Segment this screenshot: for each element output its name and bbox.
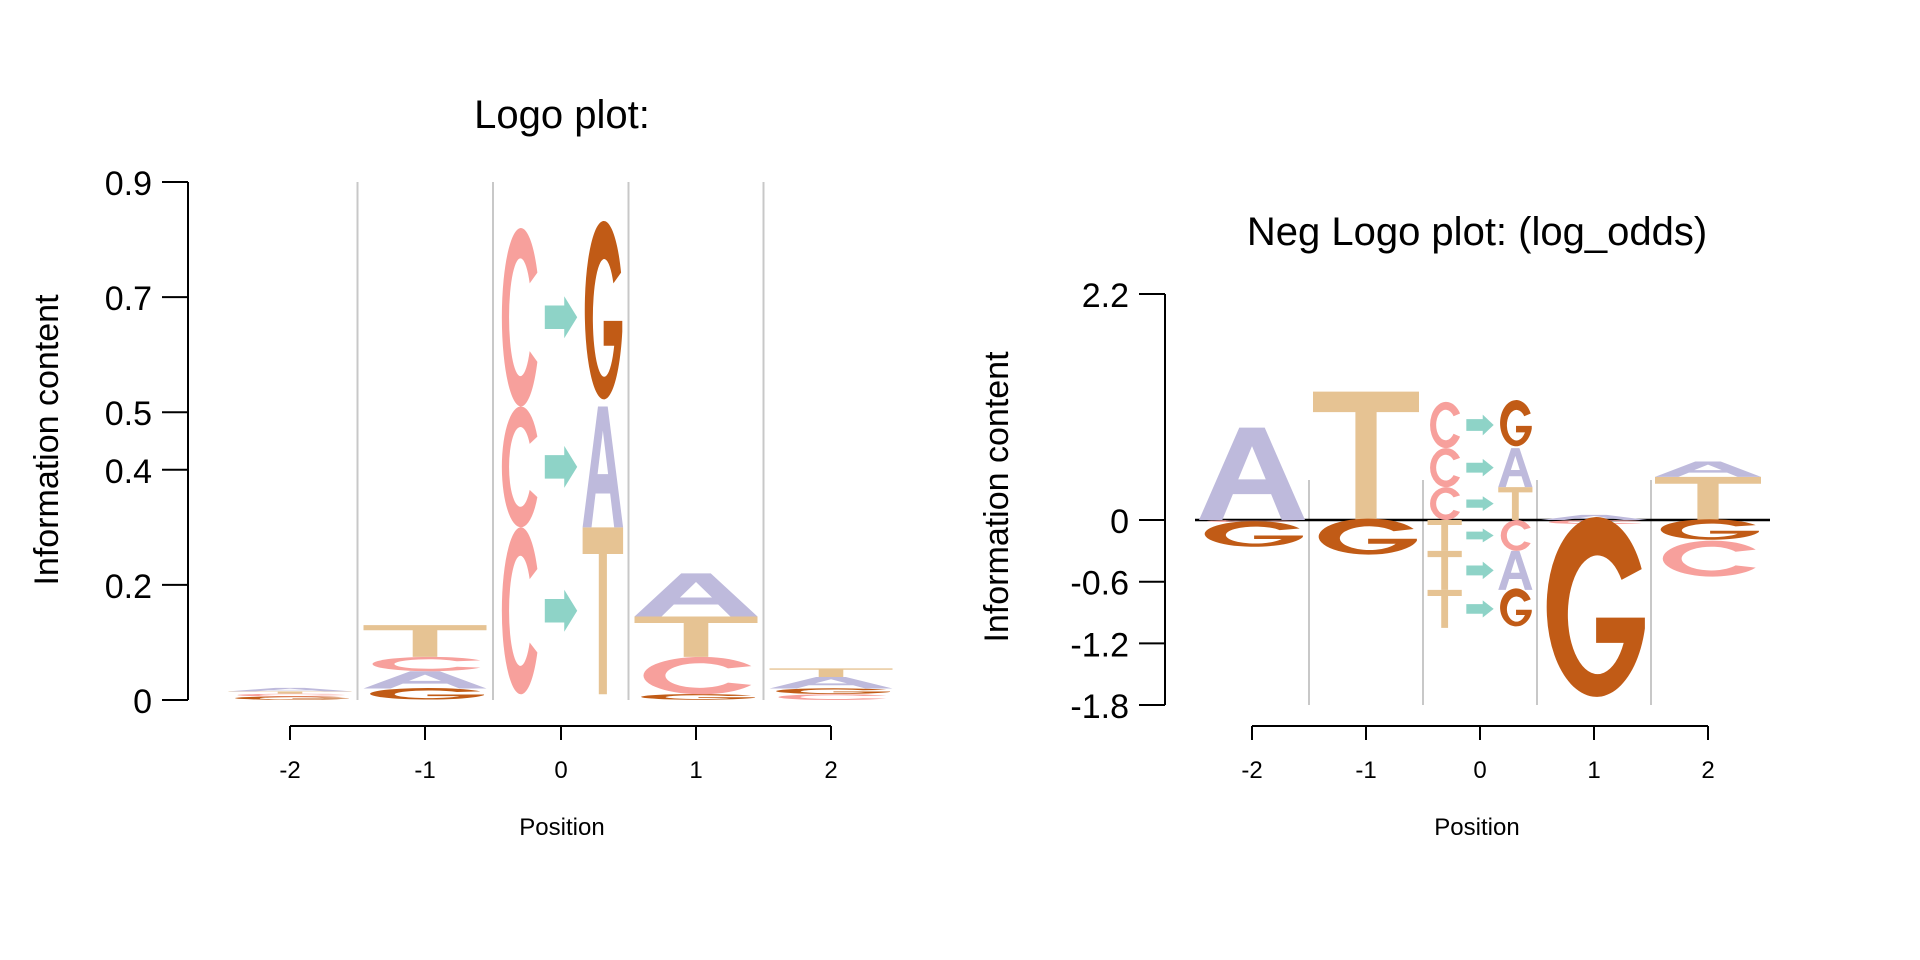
x-axis-label: Position [519, 814, 604, 841]
x-tick-label: -1 [414, 757, 435, 784]
letter-T [228, 691, 352, 694]
y-tick-label: -1.8 [1070, 688, 1129, 726]
substitution-arrow [1466, 414, 1494, 436]
letter-T [363, 625, 487, 657]
letter-A [1541, 514, 1647, 521]
x-axis-label: Position [1434, 814, 1519, 841]
letter-T [1427, 550, 1462, 590]
letter-C [501, 406, 538, 528]
letter-T [1655, 476, 1761, 521]
x-tick-label: 1 [1587, 757, 1600, 784]
logo-plot-panel: Logo plot: Information content Position … [28, 93, 893, 841]
letter-G [370, 688, 485, 700]
letter-G [641, 694, 756, 700]
letter-A [769, 676, 893, 689]
letter-G [1500, 400, 1532, 447]
y-axis-label: Information content [28, 294, 66, 586]
chart-title: Neg Logo plot: (log_odds) [1247, 210, 1707, 254]
letter-C [237, 693, 346, 697]
y-axis-label: Information content [978, 351, 1016, 643]
x-tick-label: -2 [1241, 757, 1262, 784]
letter-C [1430, 401, 1461, 449]
y-tick-label: 0.2 [105, 568, 152, 606]
letter-A [363, 671, 487, 689]
letter-A [634, 573, 758, 617]
letter-T [1427, 520, 1462, 551]
letter-G [235, 696, 350, 700]
letter-G [1204, 521, 1303, 547]
letter-C [1430, 487, 1461, 521]
substitution-arrow [1466, 496, 1494, 512]
letter-C [1430, 448, 1461, 488]
letter-C [643, 656, 752, 695]
letter-G [1318, 518, 1417, 555]
letter-G [1546, 517, 1645, 697]
letter-G [776, 688, 891, 695]
substitution-arrow [1466, 528, 1494, 543]
letter-T [1427, 589, 1462, 628]
letter-C [372, 656, 481, 672]
letter-A [228, 687, 352, 692]
y-tick-label: 0.4 [105, 453, 152, 491]
neg-logo-plot-panel: Neg Logo plot: (log_odds) Information co… [978, 210, 1770, 841]
y-tick-label: 0 [133, 683, 152, 721]
x-tick-label: 0 [1473, 757, 1486, 784]
letter-C [1500, 520, 1531, 551]
letter-C [1548, 520, 1642, 525]
substitution-arrow [544, 589, 578, 632]
x-tick-label: 2 [824, 757, 837, 784]
letter-C [501, 228, 538, 407]
letter-T [1498, 487, 1533, 521]
letter-C [1206, 520, 1300, 523]
y-tick-label: -1.2 [1070, 626, 1129, 664]
letter-C [501, 527, 538, 695]
x-tick-label: 2 [1701, 757, 1714, 784]
letter-A [1655, 461, 1761, 477]
letter-G [584, 220, 623, 400]
y-tick-label: 0.9 [105, 165, 152, 203]
letter-T [769, 668, 893, 677]
letter-T [582, 527, 624, 695]
letter-A [582, 406, 624, 528]
letter-C [1662, 540, 1756, 577]
x-tick-label: 0 [554, 757, 567, 784]
chart-title: Logo plot: [474, 93, 650, 137]
substitution-arrow [544, 445, 578, 488]
letter-G [1500, 588, 1532, 627]
letter-C [778, 694, 887, 700]
substitution-arrow [544, 296, 578, 339]
y-tick-label: 0.5 [105, 395, 152, 433]
x-tick-label: -2 [279, 757, 300, 784]
substitution-arrow [1466, 458, 1494, 477]
y-tick-label: -0.6 [1070, 565, 1129, 603]
x-tick-label: 1 [689, 757, 702, 784]
letter-T [634, 616, 758, 657]
y-tick-label: 0.7 [105, 280, 152, 318]
x-tick-label: -1 [1355, 757, 1376, 784]
letter-A [1199, 427, 1305, 521]
letter-A [1498, 550, 1533, 590]
substitution-arrow [1466, 561, 1494, 580]
y-tick-label: 0 [1110, 503, 1129, 541]
substitution-arrow [1466, 600, 1494, 618]
y-tick-label: 2.2 [1082, 277, 1129, 315]
letter-G [1660, 519, 1759, 540]
letter-A [1498, 448, 1533, 488]
letter-T [1313, 391, 1419, 521]
